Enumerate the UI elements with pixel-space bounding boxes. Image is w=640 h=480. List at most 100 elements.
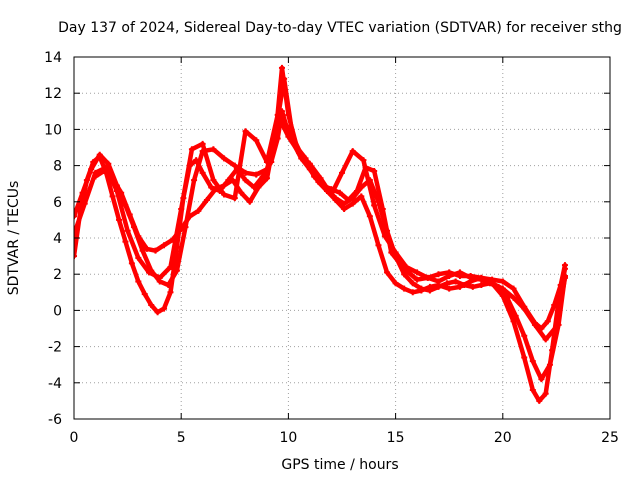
- data-point: [384, 269, 391, 276]
- data-point: [409, 280, 416, 287]
- x-tick-label: 10: [279, 430, 297, 446]
- y-tick-label: -6: [48, 412, 62, 428]
- data-point: [510, 285, 517, 292]
- data-point: [135, 254, 142, 261]
- data-point: [418, 285, 425, 292]
- plot-frame: [73, 56, 611, 420]
- data-point: [259, 173, 266, 180]
- data-point: [143, 245, 150, 252]
- data-point: [546, 361, 553, 368]
- data-point: [221, 155, 228, 162]
- data-point: [538, 376, 545, 383]
- data-point: [529, 358, 536, 365]
- data-point: [135, 233, 142, 240]
- data-point: [253, 137, 260, 144]
- data-point: [424, 274, 431, 281]
- data-point: [358, 184, 365, 191]
- data-point: [96, 151, 103, 158]
- data-point: [231, 162, 238, 169]
- data-point: [461, 282, 468, 289]
- data-point: [152, 247, 159, 254]
- data-point: [103, 164, 110, 171]
- data-point: [126, 211, 133, 218]
- data-point: [323, 186, 330, 193]
- data-point: [446, 273, 453, 280]
- data-point: [246, 198, 253, 205]
- data-point: [253, 171, 260, 178]
- data-point: [510, 318, 517, 325]
- data-point: [242, 128, 249, 135]
- data-point: [173, 267, 180, 274]
- data-point: [154, 309, 161, 316]
- data-point: [116, 216, 123, 223]
- y-tick-label: -2: [48, 340, 62, 356]
- data-point: [435, 283, 442, 290]
- data-point: [536, 397, 543, 404]
- y-tick-label: 8: [53, 159, 62, 175]
- data-point: [392, 280, 399, 287]
- data-point: [401, 271, 408, 278]
- data-point: [278, 64, 285, 71]
- data-point: [81, 200, 88, 207]
- series-line-arc-4: [93, 76, 568, 382]
- data-point: [186, 213, 193, 220]
- data-point: [360, 157, 367, 164]
- data-point: [392, 253, 399, 260]
- data-point: [339, 169, 345, 176]
- data-point: [141, 291, 148, 298]
- data-point: [366, 213, 373, 220]
- data-point: [289, 133, 296, 140]
- data-point: [195, 207, 202, 214]
- data-point: [199, 169, 206, 176]
- data-point: [446, 285, 453, 292]
- data-point: [156, 274, 163, 281]
- data-point: [118, 189, 125, 196]
- data-point: [169, 236, 176, 243]
- data-point: [358, 193, 365, 200]
- data-point: [109, 175, 116, 182]
- data-point: [332, 195, 339, 202]
- y-tick-label: 0: [53, 303, 62, 319]
- data-point: [366, 177, 373, 184]
- data-point: [371, 202, 378, 209]
- data-point: [188, 146, 195, 153]
- data-point: [375, 242, 382, 249]
- data-point: [371, 168, 378, 175]
- data-point: [161, 242, 168, 249]
- x-tick-label: 0: [70, 430, 79, 446]
- data-point: [521, 354, 528, 361]
- data-point: [255, 184, 262, 191]
- data-point: [341, 206, 348, 213]
- data-point: [191, 177, 198, 184]
- data-point: [521, 332, 528, 339]
- axis-ticks: 0 5 10 15 20 25 -6 -4 -2 0 2 4 6 8 10 12 14: [44, 50, 619, 446]
- data-point: [544, 318, 551, 325]
- data-point: [467, 274, 474, 281]
- data-point: [109, 193, 116, 200]
- x-axis-label: GPS time / hours: [281, 457, 398, 473]
- data-point: [510, 294, 517, 301]
- series-line-arc-3: [74, 112, 568, 342]
- x-tick-label: 20: [494, 430, 512, 446]
- data-point: [208, 184, 215, 191]
- data-point: [212, 186, 219, 193]
- data-point: [272, 130, 279, 137]
- data-point: [221, 191, 228, 198]
- data-point: [148, 301, 155, 308]
- data-point: [221, 182, 228, 189]
- data-point: [375, 198, 382, 205]
- data-point: [456, 269, 463, 276]
- data-point: [403, 263, 410, 270]
- data-point: [414, 276, 421, 283]
- data-point: [242, 169, 249, 176]
- x-tick-label: 25: [601, 430, 619, 446]
- grid: [74, 57, 610, 419]
- data-point: [531, 321, 538, 328]
- data-point: [178, 225, 185, 232]
- data-point: [478, 282, 485, 289]
- y-tick-label: 14: [44, 50, 62, 66]
- data-point: [124, 227, 131, 234]
- data-point: [238, 189, 245, 196]
- data-point: [512, 312, 519, 319]
- y-tick-label: 10: [44, 122, 62, 138]
